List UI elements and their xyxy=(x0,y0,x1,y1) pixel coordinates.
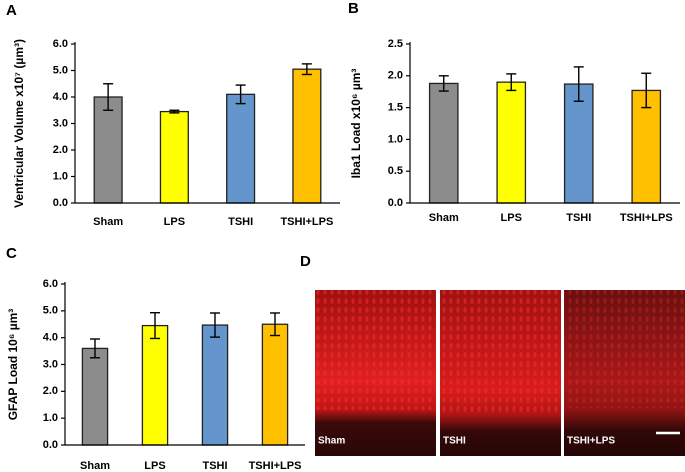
x-tick-label: LPS xyxy=(501,212,522,224)
x-tick-label: LPS xyxy=(144,460,165,472)
y-tick-label: 2.0 xyxy=(388,70,403,82)
x-tick-label: Sham xyxy=(80,460,110,472)
y-tick-label: 6.0 xyxy=(53,38,68,50)
panel-letter: B xyxy=(348,0,359,17)
micrograph-label: TSHI+LPS xyxy=(567,436,615,447)
y-tick-label: 5.0 xyxy=(53,64,68,76)
x-tick-label: TSHI xyxy=(202,460,227,472)
bar xyxy=(226,93,256,204)
y-tick-label: 4.0 xyxy=(53,91,68,103)
y-axis-label: Ventricular Volume x10⁷ (µm³) xyxy=(12,39,26,208)
y-tick-label: 6.0 xyxy=(43,278,58,290)
y-axis-label: Iba1 Load x10⁶ µm³ xyxy=(349,69,363,179)
micrograph-texture xyxy=(564,290,685,408)
y-tick-label: 1.5 xyxy=(388,102,403,114)
x-tick-label: TSHI xyxy=(228,216,253,228)
micrograph-texture xyxy=(440,290,561,415)
bar xyxy=(93,96,123,204)
y-tick-label: 2.0 xyxy=(43,385,58,397)
x-tick-label: Sham xyxy=(93,216,123,228)
panel-letter: D xyxy=(300,253,311,270)
x-tick-label: TSHI+LPS xyxy=(280,216,333,228)
x-tick-label: TSHI+LPS xyxy=(620,212,673,224)
y-tick-label: 5.0 xyxy=(43,305,58,317)
y-tick-label: 3.0 xyxy=(53,117,68,129)
micrograph-texture xyxy=(315,290,436,410)
bar xyxy=(159,110,189,204)
bar xyxy=(292,68,322,204)
micrographs xyxy=(315,290,685,456)
micrograph-label: TSHI xyxy=(443,436,466,447)
x-tick-label: TSHI+LPS xyxy=(249,460,302,472)
y-tick-label: 1.0 xyxy=(53,170,68,182)
x-tick-label: TSHI xyxy=(566,212,591,224)
micrograph-label: Sham xyxy=(318,436,345,447)
y-tick-label: 0.0 xyxy=(43,439,58,451)
y-tick-label: 0.0 xyxy=(388,197,403,209)
bar xyxy=(496,81,527,204)
panel-letter: A xyxy=(6,2,17,19)
y-tick-label: 2.5 xyxy=(388,38,403,50)
bar xyxy=(141,324,169,446)
bar xyxy=(631,89,662,204)
y-tick-label: 0.5 xyxy=(388,165,403,177)
bar xyxy=(428,82,459,204)
y-axis-label: GFAP Load 10⁶ µm³ xyxy=(6,309,20,421)
y-tick-label: 0.0 xyxy=(53,197,68,209)
x-tick-label: LPS xyxy=(164,216,185,228)
y-tick-label: 3.0 xyxy=(43,358,58,370)
x-tick-label: Sham xyxy=(429,212,459,224)
panel-letter: C xyxy=(6,245,17,262)
bar xyxy=(81,347,109,446)
bar xyxy=(261,323,289,446)
y-tick-label: 4.0 xyxy=(43,332,58,344)
y-tick-label: 1.0 xyxy=(43,412,58,424)
y-tick-label: 2.0 xyxy=(53,144,68,156)
y-tick-label: 1.0 xyxy=(388,133,403,145)
bar xyxy=(201,324,229,446)
